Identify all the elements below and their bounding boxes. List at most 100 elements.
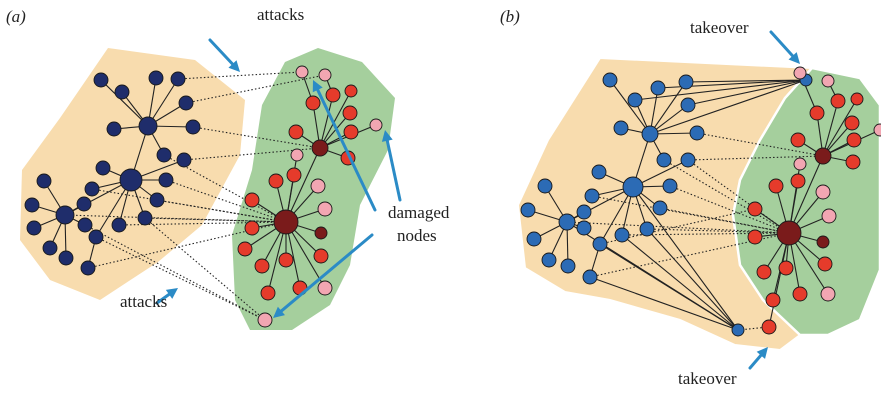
- network-node: [689, 125, 705, 141]
- link-edge: [589, 276, 739, 331]
- network-node: [77, 217, 93, 233]
- network-node: [26, 220, 42, 236]
- dependency-edge: [91, 188, 287, 223]
- network-node: [662, 178, 678, 194]
- dependency-edge: [669, 185, 790, 234]
- dependency-edge: [591, 195, 790, 234]
- network-node: [765, 292, 781, 308]
- network-node: [809, 105, 825, 121]
- dependency-edge: [144, 217, 287, 223]
- attacks-arrow-top-head: [228, 60, 240, 72]
- network-node: [244, 220, 260, 236]
- network-node: [614, 227, 630, 243]
- network-node: [237, 241, 253, 257]
- network-node: [830, 93, 846, 109]
- link-edge: [599, 186, 634, 245]
- damaged-arrow-upper: [316, 88, 377, 212]
- network-node: [149, 192, 165, 208]
- dependency-edge: [696, 132, 824, 157]
- dependency-edge: [192, 126, 321, 149]
- network-node: [873, 123, 881, 137]
- damaged-arrow-lower-head: [273, 306, 285, 318]
- network-node: [639, 221, 655, 237]
- network-node: [313, 248, 329, 264]
- attacks-label-top: attacks: [257, 5, 304, 24]
- network-node: [768, 178, 784, 194]
- network-node: [591, 164, 607, 180]
- network-node: [680, 152, 696, 168]
- link-edge: [319, 90, 352, 149]
- network-node: [317, 201, 333, 217]
- network-node: [650, 80, 666, 96]
- takeover-label-top: takeover: [690, 18, 749, 37]
- network-node: [793, 66, 807, 80]
- network-node: [311, 139, 329, 157]
- network-node: [93, 72, 109, 88]
- network-node: [613, 120, 629, 136]
- network-node: [592, 236, 608, 252]
- link-edge: [285, 147, 321, 223]
- network-node: [846, 132, 862, 148]
- network-node: [820, 286, 836, 302]
- link-edge: [285, 221, 326, 289]
- dependency-edge: [165, 179, 287, 223]
- network-node: [582, 269, 598, 285]
- dependency-edge: [687, 155, 824, 161]
- dependency-edge: [183, 147, 321, 161]
- dependency-edge: [646, 228, 790, 234]
- network-node: [325, 87, 341, 103]
- network-node: [558, 213, 576, 231]
- network-node: [138, 116, 158, 136]
- dependency-edge: [144, 217, 266, 321]
- network-node: [537, 178, 553, 194]
- panel-a-label: (a): [6, 7, 26, 26]
- network-node: [526, 231, 542, 247]
- network-node: [137, 210, 153, 226]
- hub-node: [622, 176, 644, 198]
- network-node: [24, 197, 40, 213]
- hub-node: [119, 168, 143, 192]
- dependency-edge: [589, 232, 790, 278]
- network-node: [88, 229, 104, 245]
- network-node: [42, 240, 58, 256]
- network-node: [185, 119, 201, 135]
- panel-a: (a) attacks attacks damaged nodes: [6, 5, 450, 330]
- network-node: [156, 147, 172, 163]
- network-node: [288, 124, 304, 140]
- network-node: [844, 115, 860, 131]
- network-node: [80, 260, 96, 276]
- network-node: [641, 125, 659, 143]
- panel-b-label: (b): [500, 7, 520, 26]
- damaged-arrow-lower: [279, 233, 374, 313]
- link-edge: [788, 155, 824, 234]
- network-node: [84, 181, 100, 197]
- network-node: [652, 200, 668, 216]
- network-node: [541, 252, 557, 268]
- link-edge: [100, 79, 149, 127]
- network-node: [814, 147, 832, 165]
- network-node: [76, 196, 92, 212]
- link-edge: [822, 98, 858, 157]
- link-edge: [768, 232, 790, 328]
- link-edge: [634, 79, 807, 101]
- link-edge: [609, 79, 651, 135]
- network-node: [342, 105, 358, 121]
- network-node: [790, 173, 806, 189]
- network-node: [821, 74, 835, 88]
- network-node: [58, 250, 74, 266]
- network-node: [584, 188, 600, 204]
- network-node: [178, 95, 194, 111]
- takeover-arrow-top: [769, 30, 795, 58]
- network-node: [656, 152, 672, 168]
- network-node: [244, 192, 260, 208]
- network-node: [576, 220, 592, 236]
- link-edge: [822, 100, 839, 157]
- network-node: [314, 226, 328, 240]
- dependency-edge: [84, 224, 266, 321]
- link-edge: [632, 186, 739, 331]
- network-node: [793, 157, 807, 171]
- link-edge: [687, 79, 807, 106]
- network-node: [158, 172, 174, 188]
- link-edge: [646, 228, 739, 331]
